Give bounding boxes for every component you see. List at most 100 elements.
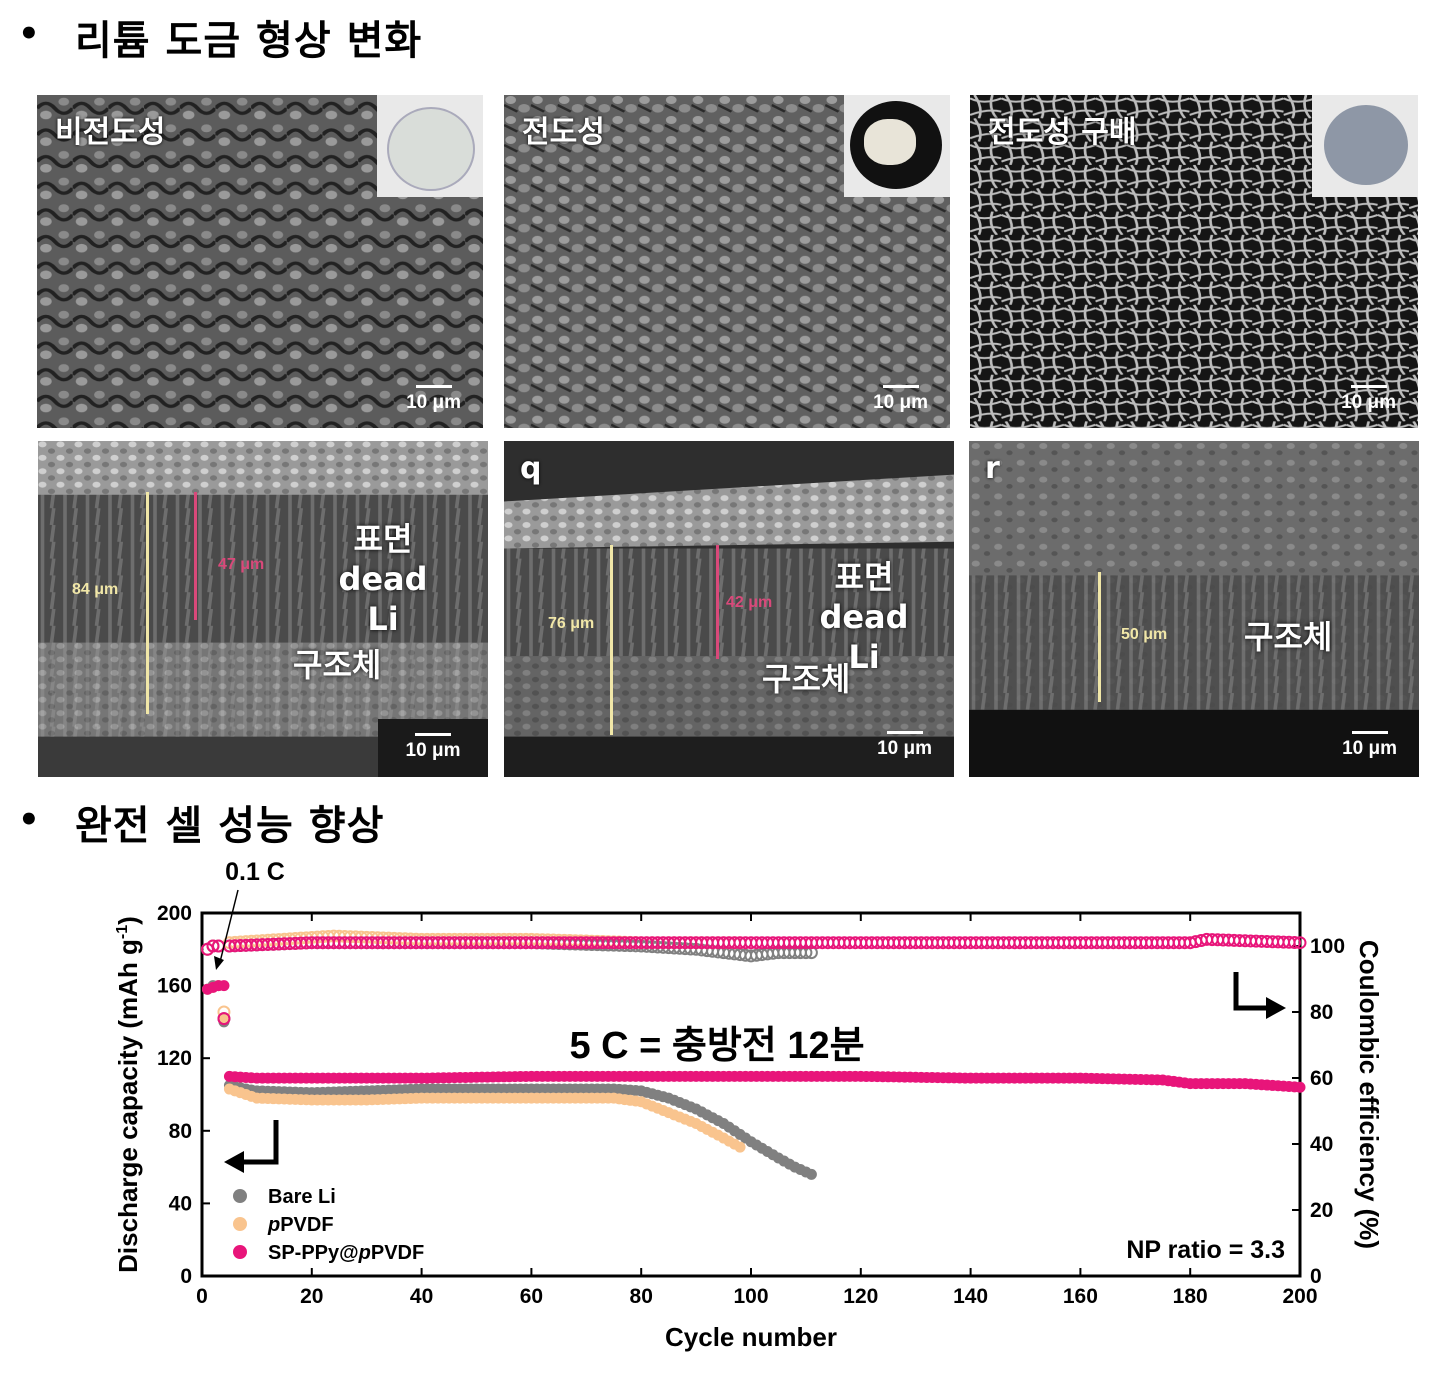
x-tick-label: 80 [630, 1285, 653, 1308]
electrode-disc-icon [387, 107, 475, 191]
surface-text: 표면 [834, 558, 894, 596]
electrode-disc-icon [1324, 105, 1408, 185]
section-title-performance: 완전 셀 성능 향상 [75, 803, 385, 849]
x-tick-label: 0 [196, 1285, 208, 1308]
surface-text: 표면 [353, 520, 413, 558]
legend-marker [233, 1217, 247, 1231]
scale-text: 10 μm [1342, 738, 1397, 759]
y-tick-label: 200 [157, 902, 192, 925]
scale-text: 10 μm [873, 392, 928, 413]
y2-tick-label: 60 [1310, 1067, 1333, 1090]
thickness-total-line [1098, 572, 1101, 702]
panel-label: 전도성 [522, 115, 605, 150]
dead-li-label: 42 μm [726, 594, 773, 611]
chart-marks [200, 929, 1307, 1180]
y-tick-label: 40 [169, 1192, 192, 1215]
x-tick-label: 180 [1173, 1285, 1208, 1308]
panel-label: 비전도성 [55, 115, 166, 150]
capacity-point-sp-ppy-ppvdf [1294, 1081, 1306, 1093]
rate-low-arrow [219, 889, 239, 963]
ce-point-sp-ppy-ppvdf [1293, 936, 1307, 950]
scale-bar: 10 μm [406, 385, 461, 414]
panel-label: 전도성 구배 [988, 115, 1137, 150]
ce-point-sp-ppy-ppvdf [206, 939, 220, 953]
chart-overlay: 0.1 C 5 C = 충방전 12분 NP ratio = 3.3 Bare Li p… [214, 858, 1286, 1264]
dead-li-text: dead Li [338, 560, 428, 638]
y-tick-label: 120 [157, 1047, 192, 1070]
x-tick-label: 200 [1282, 1285, 1317, 1308]
scale-bar: 10 μm [1342, 731, 1397, 760]
ce-point-ppvdf [217, 1005, 231, 1019]
x-tick-label: 140 [953, 1285, 988, 1308]
scale-bar: 10 μm [378, 719, 488, 777]
x-tick-label: 20 [300, 1285, 323, 1308]
x-axis-label: Cycle number [665, 1322, 837, 1352]
legend-label: pPVDF [267, 1214, 334, 1236]
rate-low-label: 0.1 C [225, 858, 285, 886]
y2-tick-label: 40 [1310, 1133, 1333, 1156]
x-tick-label: 100 [733, 1285, 768, 1308]
thickness-total-line [146, 492, 149, 714]
structure-text: 구조체 [762, 660, 851, 698]
scale-bar: 10 μm [877, 731, 932, 760]
sem-cross-nonconductive: 84 μm 47 μm 표면 dead Li 구조체 10 μm [38, 441, 488, 777]
y-axis-label: Discharge capacity (mAh g-1) [113, 916, 143, 1273]
y-tick-label: 80 [169, 1120, 192, 1143]
panel-label: r [985, 451, 1000, 486]
sem-texture [504, 441, 954, 777]
ce-point-bare-li [799, 946, 813, 960]
left-axis-arrowhead [224, 1151, 244, 1173]
ce-point-bare-li [804, 946, 818, 960]
np-ratio-label: NP ratio = 3.3 [1126, 1236, 1285, 1264]
y2-tick-label: 100 [1310, 935, 1345, 958]
cycling-chart: 0 20 40 60 80 100 120 140 160 180 2000408012016020… [113, 858, 1384, 1352]
sem-top-nonconductive: 비전도성 10 μm [37, 95, 483, 428]
scale-text: 10 μm [877, 738, 932, 759]
bullet-1: • [18, 14, 40, 54]
y-tick-label: 0 [180, 1265, 192, 1288]
right-axis-arrowhead [1266, 997, 1286, 1019]
bullet-2: • [18, 800, 40, 840]
chart-axes: 0 20 40 60 80 100 120 140 160 180 2000408012016020… [113, 902, 1384, 1352]
ce-point-sp-ppy-ppvdf [217, 1012, 231, 1026]
surface-dead-li-text: 표면 dead Li [799, 557, 929, 677]
capacity-point-bare-li [805, 1168, 817, 1180]
legend-marker [233, 1245, 247, 1259]
dead-li-label: 47 μm [218, 556, 265, 573]
surface-dead-li-text: 표면 dead Li [318, 519, 448, 639]
scale-text: 10 μm [405, 740, 461, 761]
legend-marker [233, 1189, 247, 1203]
dead-li-text: dead Li [819, 598, 909, 676]
scale-bar: 10 μm [873, 385, 928, 414]
scale-bar: 10 μm [1341, 385, 1396, 414]
y2-tick-label: 20 [1310, 1199, 1333, 1222]
thickness-total-label: 76 μm [548, 615, 595, 632]
legend-label: SP-PPy@pPVDF [268, 1242, 424, 1264]
y-tick-label: 160 [157, 975, 192, 998]
thickness-total-label: 50 μm [1121, 626, 1168, 643]
photo-inset [1312, 95, 1418, 197]
sem-cross-conductive: q 76 μm 42 μm 표면 dead Li 구조체 10 μm [504, 441, 954, 777]
panel-label: q [520, 451, 542, 486]
rate-high-label: 5 C = 충방전 12분 [569, 1025, 864, 1067]
sem-texture [969, 441, 1419, 777]
dead-li-line [194, 492, 197, 620]
photo-inset [844, 95, 950, 197]
photo-inset [377, 95, 483, 197]
scale-text: 10 μm [406, 392, 461, 413]
y2-axis-label: Coulombic efficiency (%) [1354, 940, 1384, 1249]
y2-tick-label: 0 [1310, 1265, 1322, 1288]
electrode-disc-icon [850, 101, 942, 189]
scale-text: 10 μm [1341, 392, 1396, 413]
capacity-point-sp-ppy-ppvdf [218, 980, 230, 992]
x-tick-label: 40 [410, 1285, 433, 1308]
x-tick-label: 160 [1063, 1285, 1098, 1308]
sem-top-gradient: 전도성 구배 10 μm [970, 95, 1418, 428]
rate-low-arrowhead [214, 956, 224, 970]
section-title-morphology: 리튬 도금 형상 변화 [75, 18, 423, 64]
x-tick-label: 120 [843, 1285, 878, 1308]
thickness-total-line [610, 545, 613, 735]
sem-cross-gradient: r 50 μm 구조체 10 μm [969, 441, 1419, 777]
thickness-total-label: 84 μm [72, 581, 119, 598]
right-axis-arrow [1233, 972, 1268, 1011]
